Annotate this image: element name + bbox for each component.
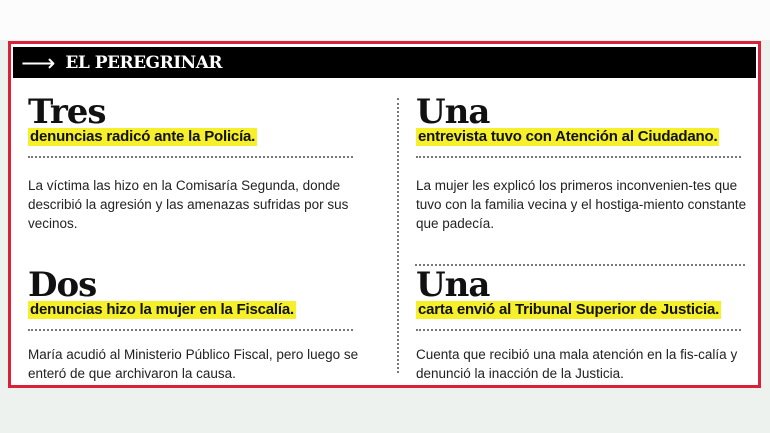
item-headline: denuncias radicó ante la Policía.: [28, 128, 258, 146]
item-headline: entrevista tuvo con Atención al Ciudadan…: [416, 128, 720, 146]
row-divider: [415, 264, 745, 266]
infographic-frame: ⟶ EL PEREGRINAR Tres denuncias radicó an…: [8, 41, 761, 388]
item-dos: Dos denuncias hizo la mujer en la Fiscal…: [28, 265, 368, 383]
column-divider: [397, 98, 399, 373]
item-una-entrevista: Una entrevista tuvo con Atención al Ciud…: [416, 92, 756, 233]
item-tres: Tres denuncias radicó ante la Policía. L…: [28, 92, 368, 233]
dotted-divider: [416, 156, 741, 158]
header-bar: ⟶ EL PEREGRINAR: [13, 47, 756, 78]
header-title: EL PEREGRINAR: [65, 52, 223, 73]
dotted-divider: [28, 156, 353, 158]
item-headline: denuncias hizo la mujer en la Fiscalía.: [28, 301, 296, 319]
item-number: Una: [416, 265, 490, 305]
item-text: La mujer les explicó los primeros inconv…: [416, 178, 747, 231]
item-number: Una: [416, 92, 490, 132]
item-una-carta: Una carta envió al Tribunal Superior de …: [416, 265, 756, 383]
item-text: María acudió al Ministerio Público Fisca…: [28, 347, 359, 381]
arrow-right-icon: ⟶: [21, 48, 56, 77]
item-number: Tres: [28, 92, 107, 132]
item-number: Dos: [28, 265, 97, 305]
item-headline: carta envió al Tribunal Superior de Just…: [416, 301, 722, 319]
item-text: Cuenta que recibió una mala atención en …: [416, 347, 738, 381]
top-band: [0, 0, 770, 40]
dotted-divider: [416, 329, 741, 331]
dotted-divider: [28, 329, 353, 331]
item-text: La víctima las hizo en la Comisaría Segu…: [28, 178, 349, 231]
